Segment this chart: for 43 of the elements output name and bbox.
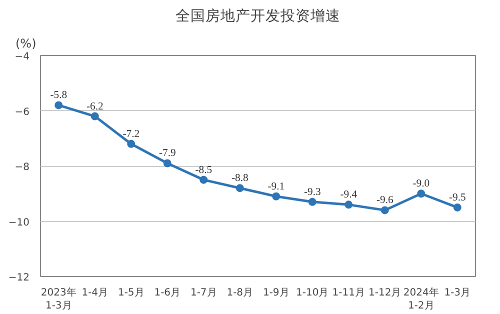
- x-tick-label: 1-9月: [262, 288, 290, 298]
- data-label: -7.9: [158, 148, 176, 160]
- point: [453, 203, 462, 212]
- x-tick-label: 1-10月: [296, 288, 329, 298]
- data-label: -7.2: [122, 128, 140, 140]
- data-label: -6.2: [86, 101, 104, 112]
- point: [417, 190, 426, 198]
- y-tick-label: −8: [14, 162, 30, 173]
- point: [127, 140, 136, 148]
- data-label: -9.0: [412, 178, 430, 190]
- y-tick-label: −12: [8, 272, 30, 284]
- point: [54, 101, 63, 110]
- x-tick-label: 1-7月: [190, 288, 217, 298]
- y-tick-label: −10: [8, 217, 30, 228]
- x-tick-label: 2023年 1-3月: [40, 286, 76, 312]
- y-tick-label: −4: [14, 52, 30, 62]
- data-label: -5.8: [50, 90, 68, 102]
- data-label: -9.6: [376, 195, 394, 206]
- x-tick-label: 1-6月: [154, 288, 181, 298]
- data-label: -8.8: [231, 173, 248, 184]
- data-label: -9.5: [448, 192, 466, 204]
- point: [308, 198, 316, 206]
- x-tick-label: 1-4月: [82, 288, 108, 298]
- x-tick-label: 1-8月: [226, 288, 254, 298]
- point: [200, 176, 208, 184]
- y-axis-title: (%): [16, 36, 36, 50]
- x-tick-label: 1-11月: [332, 288, 365, 298]
- x-tick-label: 1-12月: [368, 288, 402, 298]
- data-label: -9.4: [340, 190, 358, 201]
- x-tick-label: 2024年 1-2月: [403, 286, 439, 312]
- point: [380, 206, 389, 214]
- x-tick-label: 1-3月: [444, 288, 471, 298]
- y-tick-label: −6: [14, 106, 30, 118]
- data-label: -8.5: [195, 164, 212, 176]
- data-label: -9.3: [304, 186, 321, 198]
- chart-title: 全国房地产开发投资增速: [176, 8, 340, 24]
- x-tick-label: 1-5月: [118, 288, 144, 298]
- point: [344, 200, 353, 209]
- point: [90, 112, 99, 120]
- point: [163, 159, 172, 168]
- point: [236, 184, 244, 192]
- point: [272, 192, 280, 200]
- data-label: -9.1: [268, 181, 285, 192]
